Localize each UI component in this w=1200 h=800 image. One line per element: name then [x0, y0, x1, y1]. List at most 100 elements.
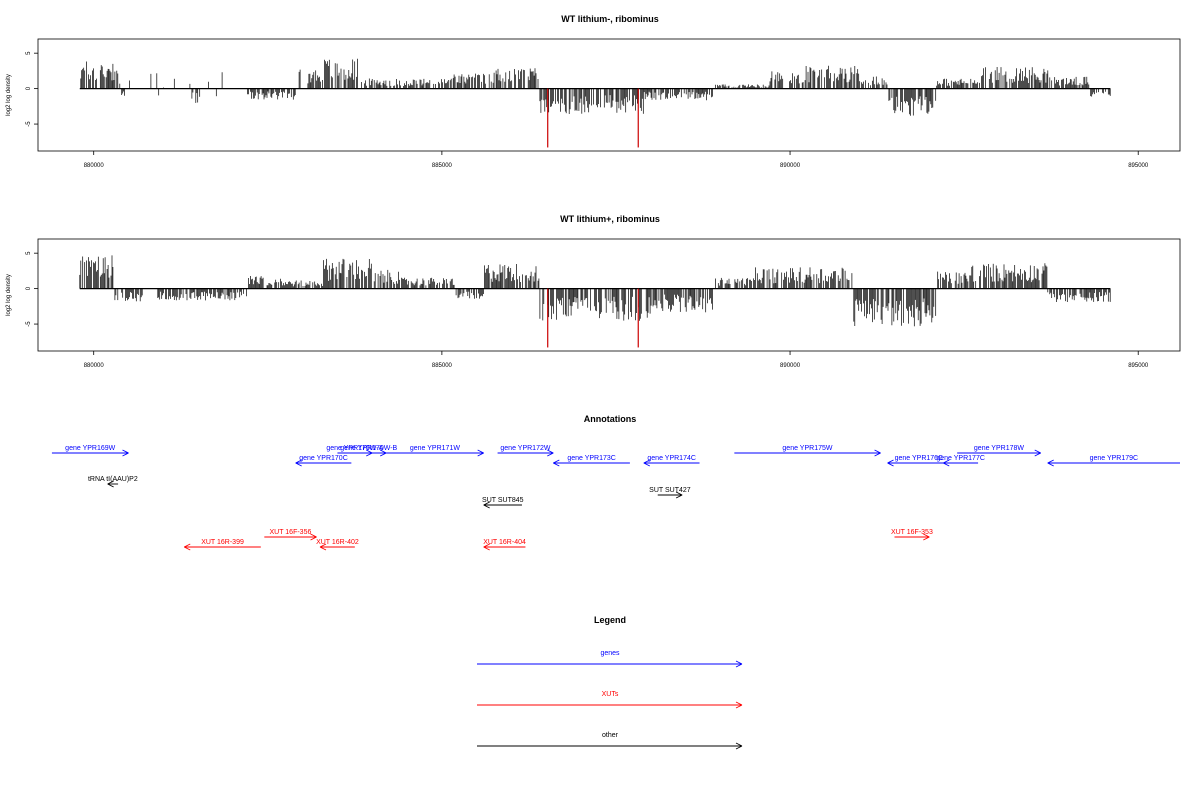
feature-arrow — [184, 543, 261, 551]
y-tick-label: 5 — [26, 251, 32, 255]
feature-arrow — [351, 449, 387, 457]
feature-arrow — [943, 459, 979, 467]
feature-label: gene YPR176C — [895, 455, 944, 462]
annotation-feature: XUT 16R-402 — [316, 539, 359, 551]
panel-title: WT lithium-, ribominus — [561, 14, 659, 24]
y-tick-label: -5 — [26, 121, 32, 127]
legend-label: XUTs — [602, 691, 619, 698]
feature-label: XUT 16R-404 — [483, 539, 526, 546]
annotations-title: Annotations — [584, 414, 637, 424]
feature-label: gene YPR170W-B — [340, 445, 397, 452]
x-tick-label: 880000 — [84, 363, 105, 369]
y-tick-label: 0 — [26, 286, 32, 290]
bar-series — [79, 255, 1111, 327]
feature-label: gene YPR175W — [782, 445, 832, 452]
x-tick-label: 890000 — [780, 363, 801, 369]
legend: Legend genes XUTs other — [477, 615, 743, 750]
bar-series — [79, 58, 1111, 116]
feature-label: gene YPR170W-A — [326, 445, 383, 452]
x-tick-label: 885000 — [432, 363, 453, 369]
legend-title: Legend — [594, 615, 626, 625]
feature-label: gene YPR177C — [936, 455, 985, 462]
feature-arrow — [1047, 459, 1180, 467]
panel-title: WT lithium+, ribominus — [560, 214, 660, 224]
annotation-feature: SUT SUT845 — [482, 497, 524, 509]
feature-label: XUT 16F-356 — [269, 529, 311, 536]
y-tick-label: 5 — [26, 51, 32, 55]
x-tick-label: 895000 — [1128, 363, 1149, 369]
feature-arrow — [264, 533, 317, 541]
feature-label: gene YPR174C — [647, 455, 696, 462]
y-axis-label: log2 log density — [6, 274, 12, 316]
highlight-bars — [547, 88, 639, 148]
annotation-feature: gene YPR170W-B — [340, 445, 398, 457]
annotation-feature: tRNA tI(AAU)P2 — [88, 476, 138, 488]
annotation-feature: XUT 16F-353 — [891, 529, 933, 541]
feature-arrow — [957, 449, 1041, 457]
feature-arrow — [386, 449, 484, 457]
feature-arrow — [887, 459, 951, 467]
feature-label: tRNA tI(AAU)P2 — [88, 476, 138, 483]
feature-arrow — [894, 533, 930, 541]
feature-arrow — [319, 543, 355, 551]
annotations-panel: Annotations gene YPR169W gene YPR170W-Age… — [51, 414, 1180, 551]
annotation-feature: gene YPR176C — [887, 455, 951, 467]
annotation-feature: XUT 16R-399 — [184, 539, 261, 551]
feature-arrow — [497, 449, 554, 457]
feature-arrow — [107, 480, 119, 488]
legend-item-gene: genes — [477, 650, 743, 668]
annotation-feature: SUT SUT427 — [649, 487, 691, 499]
legend-label: other — [602, 732, 619, 739]
feature-arrow — [643, 459, 700, 467]
x-tick-label: 895000 — [1128, 163, 1149, 169]
feature-label: gene YPR178W — [974, 445, 1024, 452]
annotation-feature: gene YPR173C — [553, 455, 630, 467]
plot-frame — [37, 38, 1181, 152]
annotation-feature: gene YPR172W — [497, 445, 554, 457]
annotation-feature: gene YPR171W — [386, 445, 484, 457]
feature-arrow — [657, 491, 683, 499]
legend-arrow — [477, 701, 743, 709]
x-tick-label: 890000 — [780, 163, 801, 169]
density-panel-lithium-minus: WT lithium-, ribominus log2 log density … — [6, 14, 1181, 169]
feature-arrow — [553, 459, 630, 467]
annotation-feature: gene YPR179C — [1047, 455, 1180, 467]
axes: 880000 885000 890000 895000 5 0 -5 — [26, 251, 1149, 369]
legend-item-other: other — [477, 732, 743, 750]
feature-arrow — [483, 543, 526, 551]
legend-arrow — [477, 660, 743, 668]
feature-label: gene YPR173C — [567, 455, 616, 462]
feature-label: XUT 16R-402 — [316, 539, 359, 546]
feature-arrow — [734, 449, 881, 457]
annotation-feature: gene YPR170C — [295, 455, 352, 467]
feature-label: SUT SUT845 — [482, 497, 524, 504]
feature-label: gene YPR170C — [299, 455, 348, 462]
feature-arrow — [51, 449, 129, 457]
feature-arrow — [295, 459, 352, 467]
annotation-feature: XUT 16F-356 — [264, 529, 317, 541]
feature-label: gene YPR179C — [1090, 455, 1139, 462]
y-axis-label: log2 log density — [6, 74, 12, 116]
annotation-feature: gene YPR174C — [643, 455, 700, 467]
axes: 880000 885000 890000 895000 5 0 -5 — [26, 51, 1149, 169]
feature-label: XUT 16F-353 — [891, 529, 933, 536]
feature-arrow — [483, 501, 522, 509]
x-tick-label: 880000 — [84, 163, 105, 169]
legend-label: genes — [600, 650, 620, 657]
plot-frame — [37, 238, 1181, 352]
annotation-feature: XUT 16R-404 — [483, 539, 526, 551]
density-panel-lithium-plus: WT lithium+, ribominus log2 log density … — [6, 214, 1181, 369]
legend-arrow — [477, 742, 743, 750]
annotation-feature: gene YPR177C — [936, 455, 985, 467]
annotation-feature: gene YPR169W — [51, 445, 129, 457]
y-tick-label: 0 — [26, 86, 32, 90]
feature-label: gene YPR171W — [410, 445, 460, 452]
feature-label: XUT 16R-399 — [201, 539, 244, 546]
annotation-feature: gene YPR175W — [734, 445, 881, 457]
highlight-bars — [547, 288, 639, 348]
annotation-feature: gene YPR178W — [957, 445, 1041, 457]
feature-label: gene YPR172W — [500, 445, 550, 452]
feature-label: gene YPR169W — [65, 445, 115, 452]
legend-item-xut: XUTs — [477, 691, 743, 709]
